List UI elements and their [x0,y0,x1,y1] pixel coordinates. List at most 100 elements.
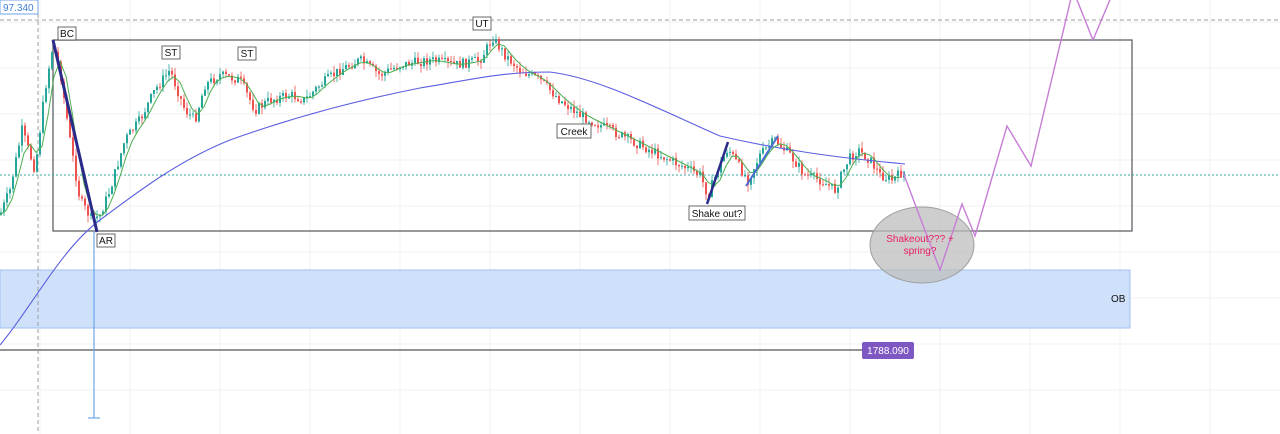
candle-body [213,78,215,84]
candle-body [222,71,224,75]
candle-body [21,125,23,146]
candle-body [51,52,53,69]
candle-body [414,57,416,63]
candle-body [435,57,437,63]
candle-body [324,76,326,86]
candle-body [570,106,572,109]
svg-text:Shake out?: Shake out? [692,209,743,220]
candle-body [612,125,614,128]
candle-body [573,106,575,114]
candle-body [516,66,518,68]
label-creek[interactable]: Creek [556,123,592,139]
candle-body [891,175,893,181]
candle-body [198,107,200,122]
candle-body [288,96,290,99]
candle-body [315,87,317,92]
candle-body [534,72,536,75]
shakeout-highlight-ellipse[interactable] [869,206,975,284]
candle-body [894,176,896,181]
candle-body [309,96,311,98]
candle-body [291,92,293,97]
candle-body [108,194,110,197]
candle-body [741,161,743,176]
candle-body [327,74,329,77]
candle-body [33,159,35,172]
svg-text:Creek: Creek [561,127,589,138]
shakeout-spring-note-line1: Shakeout??? + [886,234,954,245]
candle-body [120,153,122,167]
label-shake-out[interactable]: Shake out? [688,205,746,221]
candle-body [231,75,233,81]
candle-body [762,148,764,154]
candle-body [297,99,299,102]
candle-body [798,163,800,167]
candle-body [6,193,8,203]
ar-drop-trendline[interactable] [51,39,99,233]
candle-body [339,68,341,75]
candle-body [141,116,143,119]
candle-body [45,88,47,102]
candle-body [354,64,356,69]
candle-body [744,175,746,177]
candle-body [9,189,11,194]
candle-body [72,137,74,156]
shakeout-rally-line[interactable] [705,141,730,205]
candle-body [153,90,155,94]
candle-body [150,93,152,103]
candle-body [552,90,554,97]
candle-body [645,147,647,153]
label-st-1[interactable]: ST [161,45,181,60]
candle-body [597,125,599,128]
candle-body [600,125,602,128]
candle-body [528,74,530,76]
secondary-rally-line[interactable] [745,135,779,187]
candle-body [501,48,503,50]
candle-body [462,58,464,68]
candle-body [648,149,650,153]
candle-body [96,216,98,219]
candle-body [348,65,350,67]
candle-body [477,56,479,62]
order-block-zone[interactable] [0,269,1131,329]
price-tag-top[interactable]: 97.340 [0,0,39,15]
candle-body [174,74,176,87]
candle-body [408,61,410,66]
moving-average-fast [0,43,901,217]
candle-body [264,101,266,108]
label-ut[interactable]: UT [472,16,492,31]
accumulation-range-box[interactable] [52,39,1133,232]
candle-body [615,127,617,138]
candle-body [900,170,902,178]
projection-path[interactable] [902,0,1112,273]
price-tag-bottom[interactable]: 1788.090 [862,342,914,359]
candle-body [759,153,761,164]
candle-body [69,118,71,138]
label-bc[interactable]: BC [57,26,77,41]
label-ar[interactable]: AR [96,233,116,248]
candle-body [186,107,188,115]
label-st-2[interactable]: ST [237,46,257,61]
candle-body [363,56,365,64]
candle-body [510,56,512,64]
candle-body [375,65,377,72]
candle-body [720,161,722,173]
candle-body [852,153,854,160]
candle-body [672,157,674,161]
candle-body [453,61,455,64]
candle-body [246,83,248,93]
candle-body [18,145,20,158]
candle-body [333,72,335,77]
candle-body [12,176,14,190]
candle-body [834,183,836,193]
candle-body [513,63,515,67]
candle-body [486,44,488,55]
candle-body [525,73,527,76]
candle-body [171,70,173,75]
candle-body [126,134,128,144]
candle-body [381,73,383,76]
candle-body [201,95,203,108]
candle-body [123,143,125,154]
